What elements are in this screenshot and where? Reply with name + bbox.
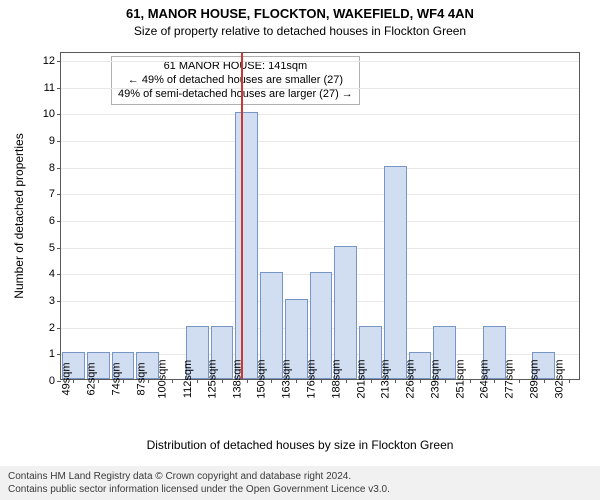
chart-container: 61, MANOR HOUSE, FLOCKTON, WAKEFIELD, WF…: [0, 0, 600, 500]
annotation-line: 49% of semi-detached houses are larger (…: [118, 88, 353, 102]
chart-subtitle: Size of property relative to detached ho…: [0, 24, 600, 38]
x-tick-label: 302sqm: [549, 379, 588, 397]
histogram-bar: [384, 166, 407, 379]
annotation-line: ← 49% of detached houses are smaller (27…: [118, 74, 353, 88]
gridline-h: [61, 141, 579, 142]
chart-title: 61, MANOR HOUSE, FLOCKTON, WAKEFIELD, WF…: [0, 6, 600, 21]
y-tick-label: 6: [49, 215, 61, 227]
reference-line: [241, 53, 243, 379]
footer-line-2: Contains public sector information licen…: [8, 483, 592, 496]
y-tick-label: 9: [49, 135, 61, 147]
gridline-h: [61, 114, 579, 115]
y-tick-label: 12: [43, 55, 61, 67]
footer-line-1: Contains HM Land Registry data © Crown c…: [8, 470, 592, 483]
gridline-h: [61, 61, 579, 62]
y-tick-label: 5: [49, 242, 61, 254]
y-tick-label: 3: [49, 295, 61, 307]
y-tick-label: 4: [49, 268, 61, 280]
y-tick-label: 10: [43, 108, 61, 120]
annotation-line: 61 MANOR HOUSE: 141sqm: [118, 60, 353, 74]
x-axis-label: Distribution of detached houses by size …: [0, 438, 600, 452]
plot-area: 61 MANOR HOUSE: 141sqm← 49% of detached …: [60, 52, 580, 380]
annotation-box: 61 MANOR HOUSE: 141sqm← 49% of detached …: [111, 56, 360, 105]
y-axis-label: Number of detached properties: [12, 116, 26, 316]
footer-attribution: Contains HM Land Registry data © Crown c…: [0, 466, 600, 500]
histogram-bar: [235, 112, 258, 379]
gridline-h: [61, 221, 579, 222]
y-tick-label: 8: [49, 162, 61, 174]
gridline-h: [61, 194, 579, 195]
y-tick-label: 11: [44, 82, 61, 94]
y-tick-label: 7: [49, 188, 61, 200]
y-tick-label: 1: [49, 348, 61, 360]
gridline-h: [61, 88, 579, 89]
gridline-h: [61, 248, 579, 249]
y-tick-label: 2: [49, 322, 61, 334]
gridline-h: [61, 168, 579, 169]
